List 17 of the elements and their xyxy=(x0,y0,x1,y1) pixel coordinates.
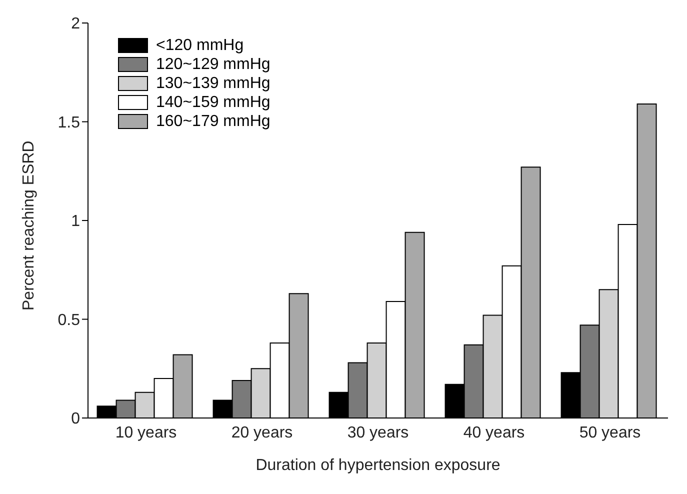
legend-label: <120 mmHg xyxy=(156,36,244,54)
y-axis-title: Percent reaching ESRD xyxy=(20,140,38,310)
x-tick-label: 20 years xyxy=(231,424,293,442)
legend-label: 130~139 mmHg xyxy=(156,74,270,92)
x-tick-label: 10 years xyxy=(115,424,177,442)
legend-label: 140~159 mmHg xyxy=(156,94,270,112)
legend-label: 120~129 mmHg xyxy=(156,56,270,74)
x-tick-label: 40 years xyxy=(463,424,525,442)
y-tick-label: 0 xyxy=(71,410,80,428)
y-tick-label: 2 xyxy=(71,16,80,33)
x-axis-title: Duration of hypertension exposure xyxy=(256,457,500,474)
x-tick-label: 30 years xyxy=(347,424,409,442)
y-tick-label: 0.5 xyxy=(58,312,80,329)
x-tick-label: 50 years xyxy=(579,424,641,442)
y-tick-label: 1 xyxy=(71,213,80,230)
y-tick-label: 1.5 xyxy=(58,114,80,132)
legend-label: 160~179 mmHg xyxy=(156,112,270,130)
